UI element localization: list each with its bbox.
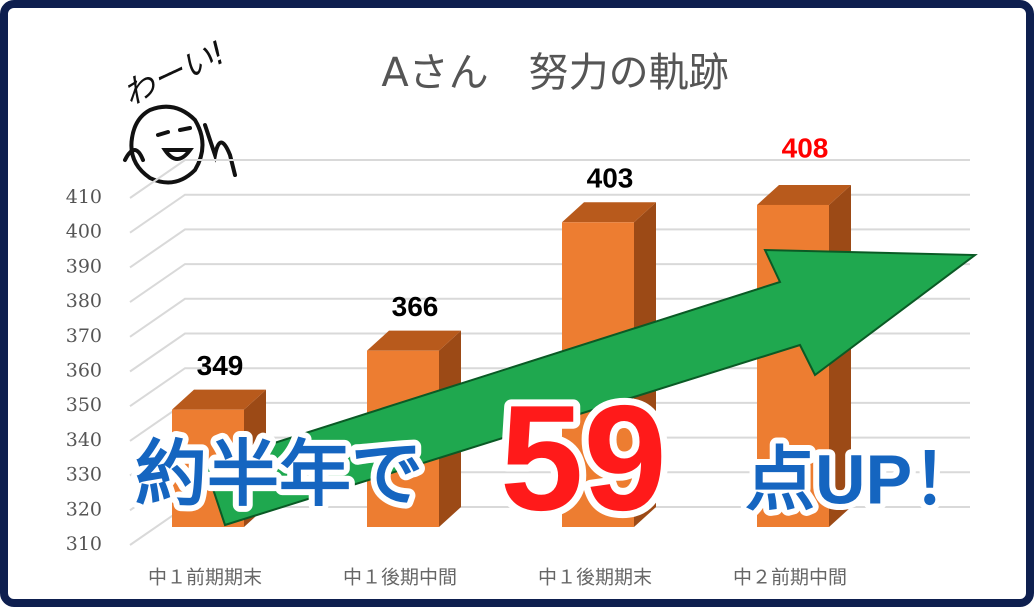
y-tick-label: 320 (66, 498, 102, 520)
y-tick-label: 340 (66, 429, 102, 451)
y-tick-label: 370 (66, 325, 102, 347)
y-tick-label: 400 (66, 221, 102, 243)
annotation-number: 59 (500, 374, 667, 542)
annotation: 点UP！ (745, 440, 982, 518)
y-tick-label: 380 (66, 290, 102, 312)
y-tick-label: 330 (66, 464, 102, 486)
y-tick-label: 350 (66, 394, 102, 416)
y-tick-label: 310 (66, 533, 102, 555)
x-tick-label: 中１後期中間 (343, 567, 457, 589)
value-label: 366 (392, 291, 439, 322)
y-tick-label: 360 (66, 360, 102, 382)
y-tick-label: 410 (66, 186, 102, 208)
annotation: 約半年で (135, 435, 423, 515)
chart-title: Aさん 努力の軌跡 (381, 50, 728, 96)
x-tick-label: 中１前期期末 (148, 567, 262, 589)
chart: Aさん 努力の軌跡 わーい! 約半年で 59 点UP！ 310320330340… (0, 0, 1034, 607)
y-tick-label: 390 (66, 255, 102, 277)
value-label: 349 (197, 350, 244, 381)
value-label: 403 (587, 163, 634, 194)
x-tick-label: 中２前期中間 (733, 567, 847, 589)
x-tick-label: 中１後期期末 (538, 567, 652, 589)
value-label: 408 (782, 132, 829, 163)
